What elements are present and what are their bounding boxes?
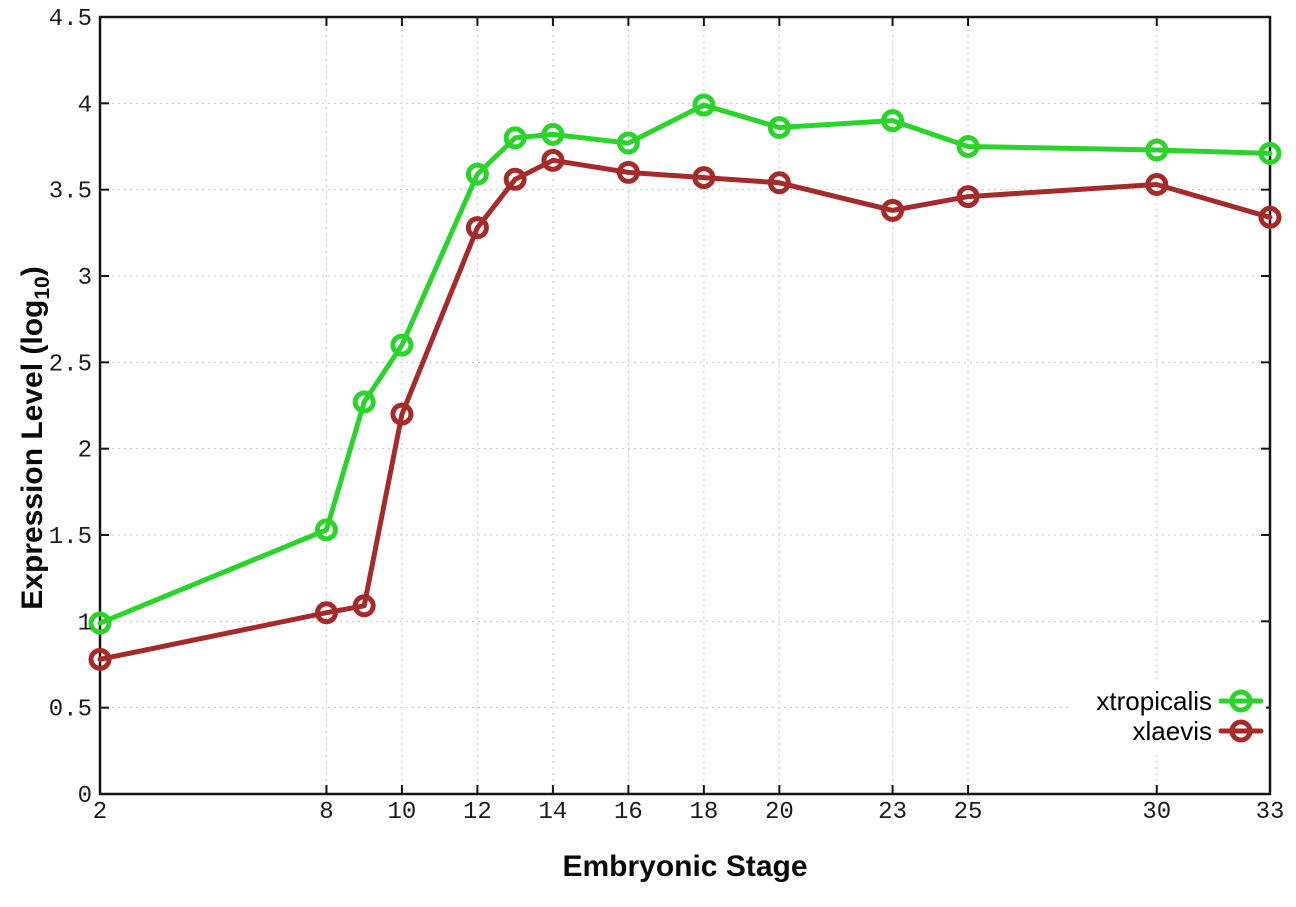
data-point-xlaevis [767, 171, 791, 195]
data-point-xlaevis [88, 647, 112, 671]
y-tick-label: 1.5 [49, 524, 92, 551]
series-layer [88, 93, 1282, 671]
x-tick-label: 30 [1142, 799, 1171, 826]
data-point-xlaevis [1145, 172, 1169, 196]
y-tick-label: 3 [78, 265, 92, 292]
data-point-xlaevis [692, 166, 716, 190]
data-point-xtropicalis [956, 135, 980, 158]
data-point-xtropicalis [541, 122, 565, 146]
data-point-xtropicalis [314, 518, 338, 542]
series-line-xlaevis [97, 157, 1273, 662]
data-point-xlaevis [314, 601, 338, 625]
y-axis-title-subscript: 10 [31, 276, 54, 299]
data-point-xlaevis [1258, 205, 1282, 229]
y-tick-label: 4.5 [49, 6, 92, 33]
y-tick-label: 2 [78, 438, 92, 465]
y-axis-title: Expression Level (log10) [16, 266, 54, 609]
data-point-xlaevis [541, 148, 565, 172]
y-tick-label: 2.5 [49, 351, 92, 378]
tick-label-layer: 2 8 10 12 14 16 18 20 23 25 30 33 0 0.5 1 1.5 2 2.5 3 3.5 4 4… [49, 6, 1285, 826]
data-point-xtropicalis [88, 611, 112, 635]
x-axis-title: Embryonic Stage [562, 850, 807, 883]
data-point-xlaevis [352, 594, 376, 618]
data-point-xlaevis [956, 185, 980, 209]
x-tick-label: 23 [878, 799, 907, 826]
y-tick-label: 3.5 [49, 179, 92, 206]
data-point-xtropicalis [881, 109, 905, 133]
data-point-xlaevis [881, 198, 905, 222]
data-point-xtropicalis [1258, 141, 1282, 165]
x-tick-label: 10 [388, 799, 417, 826]
legend-label-xtropicalis: xtropicalis [1096, 686, 1212, 716]
data-point-xlaevis [465, 216, 489, 240]
legend: xtropicalis xlaevis [1072, 682, 1266, 752]
data-point-xlaevis [503, 167, 527, 191]
x-tick-label: 2 [93, 799, 107, 826]
series-line-xtropicalis [97, 102, 1273, 626]
y-axis-title-suffix: ) [16, 266, 49, 276]
y-tick-label: 1 [78, 610, 92, 637]
y-tick-label: 0.5 [49, 697, 92, 724]
data-point-xtropicalis [352, 390, 376, 414]
y-tick-label: 0 [78, 783, 92, 810]
legend-label-xlaevis: xlaevis [1133, 716, 1212, 746]
data-point-xtropicalis [616, 131, 640, 155]
data-point-xlaevis [390, 402, 414, 426]
data-point-xlaevis [616, 160, 640, 184]
y-tick-label: 4 [78, 92, 92, 119]
x-tick-label: 16 [614, 799, 643, 826]
data-point-xtropicalis [465, 162, 489, 186]
x-tick-label: 18 [689, 799, 718, 826]
plot-border [98, 15, 1272, 796]
tick-layer [99, 16, 1271, 795]
data-point-xtropicalis [767, 116, 791, 140]
data-point-xtropicalis [692, 93, 716, 117]
x-tick-label: 33 [1256, 799, 1285, 826]
x-tick-label: 20 [765, 799, 794, 826]
data-point-xtropicalis [1145, 138, 1169, 162]
x-tick-label: 14 [538, 799, 567, 826]
grid-layer [99, 16, 1271, 795]
legend-sample-marker-xtropicalis [1229, 689, 1253, 713]
data-point-xtropicalis [503, 126, 527, 150]
x-tick-label: 25 [954, 799, 983, 826]
x-tick-label: 8 [319, 799, 333, 826]
legend-sample-marker-xlaevis [1229, 719, 1253, 743]
y-axis-title-text: Expression Level (log [16, 300, 49, 610]
x-tick-label: 12 [463, 799, 492, 826]
data-point-xtropicalis [390, 333, 414, 357]
